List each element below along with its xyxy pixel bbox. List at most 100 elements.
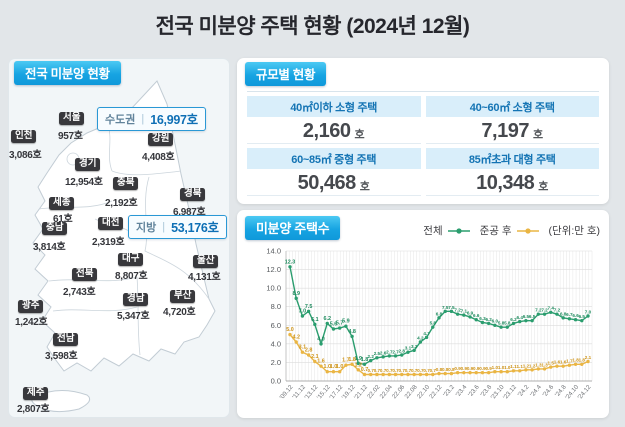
svg-text:7.1: 7.1 — [461, 308, 468, 313]
svg-text:0.7: 0.7 — [361, 367, 369, 373]
province-summary-label: 지방 — [136, 221, 157, 234]
svg-text:1.7: 1.7 — [566, 359, 573, 364]
svg-text:7.0: 7.0 — [299, 309, 307, 315]
svg-text:1.1: 1.1 — [517, 364, 524, 369]
svg-text:1.8: 1.8 — [579, 358, 586, 363]
svg-text:5.7: 5.7 — [336, 321, 344, 327]
svg-text:2.5: 2.5 — [374, 351, 381, 356]
province-summary-box: 지방 | 53,176호 — [128, 215, 227, 239]
region-value-2: 12,954호 — [65, 177, 103, 188]
svg-text:2.2: 2.2 — [368, 354, 375, 359]
svg-text:6.5: 6.5 — [523, 314, 530, 319]
svg-text:6.0: 6.0 — [492, 319, 499, 324]
svg-text:5.0: 5.0 — [286, 327, 294, 333]
svg-text:1.3: 1.3 — [535, 362, 542, 367]
size-cell-value: 2,160 — [302, 120, 351, 142]
svg-text:8.0: 8.0 — [271, 302, 281, 311]
legend-completed-marker-icon — [516, 227, 539, 234]
region-chip-5: 세종 — [49, 197, 75, 210]
region-value-13: 4,720호 — [163, 307, 196, 318]
svg-text:0.8: 0.8 — [448, 367, 455, 372]
svg-text:'24.6: '24.6 — [541, 383, 555, 398]
size-cell-unit: 호 — [354, 129, 365, 141]
unsold-housing-chart: 0.02.04.06.08.010.012.014.0'09.12'11.12'… — [266, 247, 592, 402]
svg-text:'24.4: '24.4 — [529, 383, 543, 398]
region-value-9: 8,807호 — [115, 271, 148, 282]
svg-text:0.7: 0.7 — [430, 368, 437, 373]
svg-text:12.3: 12.3 — [285, 259, 296, 265]
svg-text:'24.2: '24.2 — [517, 383, 531, 398]
svg-text:1.7: 1.7 — [342, 358, 350, 364]
map-panel: 전국 미분양 현황 서울 957호 인천 3,086호 경기 12,954호 강원 4,408… — [8, 58, 230, 418]
svg-text:7.4: 7.4 — [548, 306, 555, 311]
svg-text:6.9: 6.9 — [467, 310, 474, 315]
legend-total-label: 전체 — [423, 225, 443, 237]
svg-text:'23.12: '23.12 — [502, 383, 518, 401]
region-chip-9: 대구 — [118, 253, 144, 266]
svg-text:7.5: 7.5 — [305, 304, 313, 310]
svg-text:0.9: 0.9 — [485, 366, 492, 371]
region-chip-4: 충북 — [113, 177, 139, 190]
chart-panel: 미분양 주택수 전체 준공 후 (단위:만 호) 0.0 2.0 4.0 6.0 8.0… — [237, 210, 609, 418]
svg-text:0.7: 0.7 — [386, 368, 393, 373]
region-value-15: 3,598호 — [45, 351, 78, 362]
svg-text:2.1: 2.1 — [585, 355, 592, 360]
svg-text:4.8: 4.8 — [348, 329, 356, 335]
svg-text:6.0: 6.0 — [271, 321, 281, 330]
size-cell-40-60: 40~60㎡ 소형 주택 7,197 호 — [425, 96, 599, 144]
svg-text:'21.12: '21.12 — [353, 383, 369, 401]
svg-text:5.8: 5.8 — [430, 321, 437, 326]
region-value-6: 3,814호 — [33, 242, 66, 253]
legend-total-marker-icon — [447, 227, 470, 234]
korea-mainland-shape — [32, 80, 216, 372]
region-chip-13: 부산 — [170, 290, 196, 303]
svg-text:2.8: 2.8 — [305, 348, 313, 354]
svg-text:0.7: 0.7 — [399, 368, 406, 373]
svg-text:4.0: 4.0 — [317, 336, 325, 342]
region-value-14: 1,242호 — [15, 317, 48, 328]
chart-legend: 전체 준공 후 (단위:만 호) — [423, 223, 600, 238]
svg-text:1.2: 1.2 — [529, 363, 536, 368]
region-chip-6: 충남 — [42, 222, 68, 235]
svg-text:1.0: 1.0 — [324, 364, 332, 370]
size-cell-unit: 호 — [359, 181, 370, 193]
divider: | — [141, 112, 145, 125]
svg-text:0.9: 0.9 — [467, 366, 474, 371]
svg-text:4.7: 4.7 — [423, 331, 430, 336]
svg-text:10.0: 10.0 — [266, 284, 281, 293]
size-cell-over85: 85㎡초과 대형 주택 10,348 호 — [425, 148, 599, 196]
region-chip-2: 경기 — [75, 158, 101, 171]
region-value-4: 2,192호 — [105, 198, 138, 209]
svg-text:0.7: 0.7 — [392, 368, 399, 373]
svg-text:6.3: 6.3 — [479, 316, 486, 321]
svg-text:0.7: 0.7 — [423, 368, 430, 373]
svg-text:4.2: 4.2 — [417, 335, 424, 340]
svg-text:7.2: 7.2 — [541, 308, 548, 313]
svg-text:0.9: 0.9 — [454, 366, 461, 371]
svg-text:6.5: 6.5 — [579, 314, 586, 319]
size-cell-value: 7,197 — [481, 120, 529, 142]
legend-item-completed: 준공 후 — [480, 223, 540, 238]
region-value-0: 957호 — [58, 131, 83, 142]
svg-text:7.5: 7.5 — [442, 305, 449, 310]
size-cell-value: 50,468 — [297, 172, 357, 194]
region-chip-3: 강원 — [148, 133, 174, 146]
size-cell-label: 40~60㎡ 소형 주택 — [425, 96, 599, 117]
svg-text:1.3: 1.3 — [541, 362, 548, 367]
region-value-3: 4,408호 — [142, 152, 175, 163]
metro-summary-label: 수도권 — [105, 113, 136, 126]
svg-text:'24.12: '24.12 — [576, 383, 592, 401]
size-cell-unit: 호 — [532, 129, 544, 141]
size-panel-header: 규모별 현황 — [245, 62, 327, 86]
svg-text:1.9: 1.9 — [355, 356, 363, 362]
svg-text:0.9: 0.9 — [461, 366, 468, 371]
svg-text:5.9: 5.9 — [342, 319, 350, 325]
size-cell-unit: 호 — [538, 181, 549, 193]
size-cell-label: 40㎡이하 소형 주택 — [247, 96, 421, 117]
size-cell-60-85: 60~85㎡ 중형 주택 50,468 호 — [247, 148, 421, 196]
svg-text:1.1: 1.1 — [510, 364, 517, 369]
svg-text:6.6: 6.6 — [572, 313, 579, 318]
region-value-5: 61호 — [53, 214, 73, 225]
region-value-7: 2,319호 — [92, 237, 125, 248]
svg-text:2.1: 2.1 — [311, 354, 319, 360]
